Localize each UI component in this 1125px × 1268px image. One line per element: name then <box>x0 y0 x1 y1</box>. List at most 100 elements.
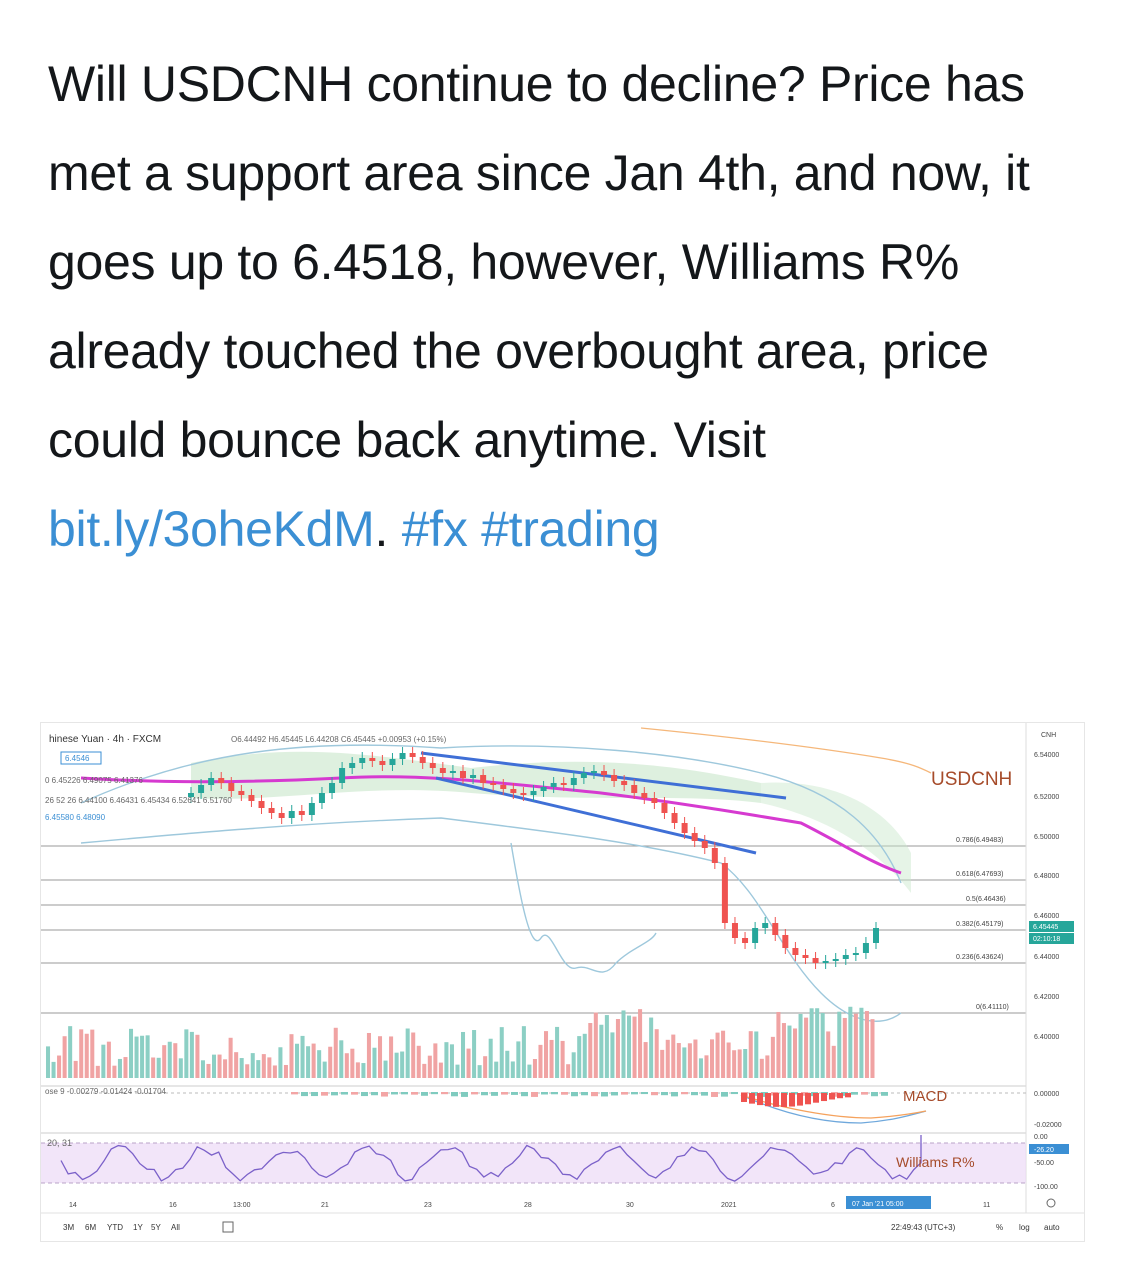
macd-bar <box>451 1092 458 1097</box>
volume-bar <box>322 1061 327 1078</box>
candle-body <box>500 785 507 789</box>
macd-bar <box>541 1092 548 1095</box>
tweet-link[interactable]: bit.ly/3oheKdM <box>48 501 375 557</box>
volume-bar <box>588 1023 593 1078</box>
macd-bar <box>797 1093 803 1106</box>
candle-body <box>570 778 577 785</box>
volume-bar <box>638 1009 643 1078</box>
candle-body <box>520 793 527 795</box>
macd-bar <box>371 1092 378 1096</box>
candle-body <box>762 923 769 928</box>
volume-bar <box>710 1039 715 1078</box>
hashtag-trading[interactable]: #trading <box>481 501 660 557</box>
macd-bar <box>621 1092 628 1095</box>
volume-bar <box>826 1031 831 1078</box>
range-6m[interactable]: 6M <box>85 1223 96 1232</box>
candle-body <box>490 783 497 785</box>
volume-bar <box>466 1048 471 1078</box>
fib-label-05: 0.5(6.46436) <box>966 896 1006 903</box>
volume-bar <box>566 1064 571 1078</box>
volume-bar <box>433 1043 438 1078</box>
candle-body <box>651 798 658 803</box>
indicator-row-2: 26 52 26 6.44100 6.46431 6.45434 6.52641… <box>45 796 232 805</box>
scale-auto[interactable]: auto <box>1044 1223 1060 1232</box>
time-tick-7: 30 <box>626 1202 634 1209</box>
volume-bar <box>228 1037 233 1078</box>
volume-bar <box>615 1019 620 1078</box>
macd-bar <box>773 1093 779 1107</box>
range-1y[interactable]: 1Y <box>133 1223 143 1232</box>
macd-label: MACD <box>903 1088 947 1105</box>
macd-bar <box>861 1092 868 1095</box>
volume-bar <box>217 1054 222 1078</box>
volume-bar <box>411 1032 416 1078</box>
volume-bar <box>278 1047 283 1078</box>
candle-body <box>540 787 547 791</box>
volume-bar <box>272 1065 277 1078</box>
volume-bar <box>101 1044 106 1078</box>
candle-body <box>288 811 295 818</box>
volume-bar <box>283 1064 288 1078</box>
candle-body <box>359 758 366 763</box>
time-tick-9: 6 <box>831 1202 835 1209</box>
candle-body <box>822 961 829 963</box>
candle-body <box>349 763 356 768</box>
date-range-icon[interactable] <box>222 1221 234 1233</box>
volume-bar <box>267 1057 272 1078</box>
hashtag-fx[interactable]: #fx <box>401 501 468 557</box>
volume-bar <box>339 1040 344 1078</box>
scale-percent[interactable]: % <box>996 1223 1003 1232</box>
ichimoku-span-b <box>640 727 932 774</box>
volume-bar <box>317 1050 322 1078</box>
volume-bar <box>129 1028 134 1078</box>
macd-bar <box>411 1092 418 1095</box>
volume-bar <box>51 1061 56 1078</box>
candle-body <box>782 935 789 948</box>
price-tick-3: 6.50000 <box>1034 834 1059 841</box>
macd-bar <box>789 1093 795 1107</box>
price-badge: 6.4546 <box>65 754 90 763</box>
volume-bar <box>604 1015 609 1078</box>
macd-bar <box>671 1092 678 1097</box>
volume-bar <box>864 1011 869 1078</box>
volume-bar <box>776 1011 781 1078</box>
candle-body <box>238 791 245 795</box>
fib-label-0786: 0.786(6.49483) <box>956 837 1003 844</box>
volume-bar <box>295 1043 300 1078</box>
settings-gear-icon[interactable] <box>1046 1198 1056 1208</box>
volume-bar <box>140 1035 145 1078</box>
candle-body <box>439 768 446 773</box>
volume-bar <box>328 1046 333 1078</box>
candle-body <box>580 773 587 778</box>
macd-header: ose 9 -0.00279 -0.01424 -0.01704 <box>45 1087 167 1096</box>
macd-bar <box>829 1093 835 1100</box>
volume-bar <box>721 1030 726 1078</box>
volume-bar <box>306 1046 311 1078</box>
macd-bar <box>711 1092 718 1097</box>
macd-bar <box>841 1092 848 1096</box>
macd-bar <box>421 1092 428 1096</box>
macd-bar <box>765 1093 771 1107</box>
macd-bar <box>881 1092 888 1096</box>
volume-bar <box>79 1029 84 1078</box>
macd-bar <box>521 1092 528 1097</box>
volume-bar <box>344 1053 349 1078</box>
chart-image[interactable]: hinese Yuan · 4h · FXCM O6.44492 H6.4544… <box>40 722 1085 1242</box>
candle-body <box>530 791 537 795</box>
candle-body <box>752 928 759 943</box>
range-5y[interactable]: 5Y <box>151 1223 161 1232</box>
macd-bar <box>461 1092 468 1097</box>
volume-bar <box>57 1055 62 1078</box>
range-3m[interactable]: 3M <box>63 1223 74 1232</box>
volume-bar <box>842 1017 847 1078</box>
time-tick-4: 21 <box>321 1202 329 1209</box>
price-badge-box <box>60 751 102 765</box>
volume-bar <box>366 1032 371 1078</box>
range-all[interactable]: All <box>171 1223 180 1232</box>
range-ytd[interactable]: YTD <box>107 1223 123 1232</box>
volume-bar <box>189 1031 194 1078</box>
candle-body <box>308 803 315 815</box>
volume-bar <box>372 1047 377 1078</box>
trendline-upper <box>420 751 787 800</box>
scale-log[interactable]: log <box>1019 1223 1030 1232</box>
